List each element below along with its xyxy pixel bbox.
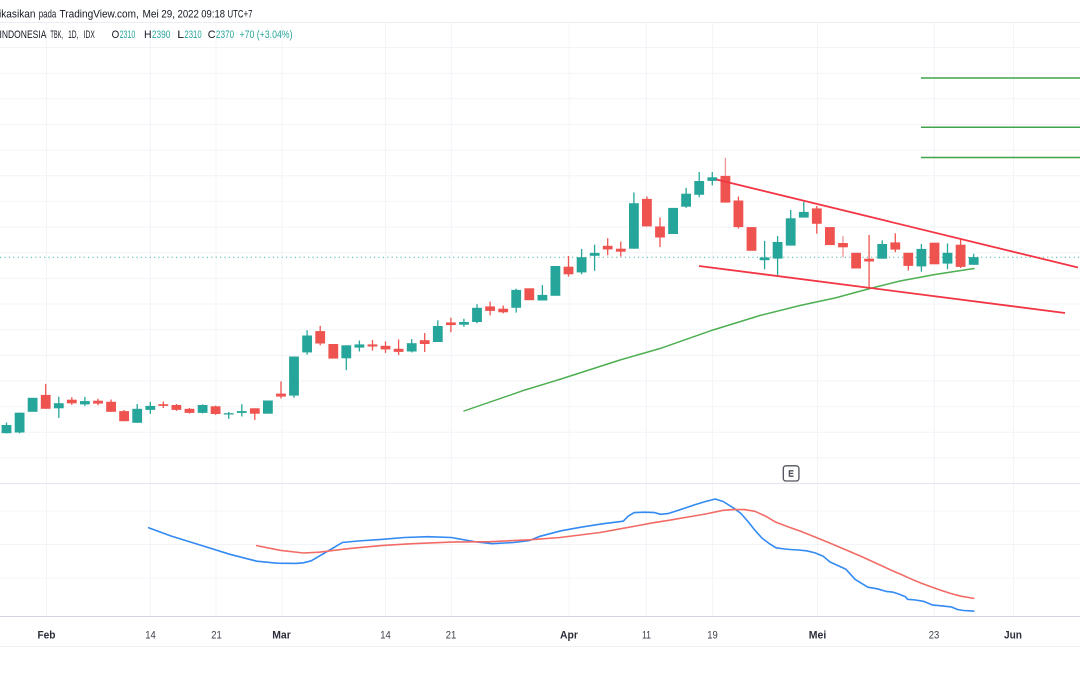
svg-text:21: 21 (211, 630, 222, 642)
svg-text:19: 19 (707, 630, 718, 642)
svg-text:11: 11 (642, 630, 651, 642)
svg-text:2370: 2370 (216, 29, 234, 41)
svg-text:Mar: Mar (272, 630, 291, 642)
svg-text:INDONESIA: INDONESIA (0, 29, 47, 41)
svg-text:2022: 2022 (178, 8, 199, 20)
svg-text:Feb: Feb (38, 630, 56, 642)
svg-text:14: 14 (380, 630, 391, 642)
svg-text:Apr: Apr (560, 630, 579, 642)
svg-text:IDX: IDX (84, 29, 95, 41)
svg-text:29,: 29, (161, 8, 175, 20)
svg-text:21: 21 (446, 630, 457, 642)
svg-text:23: 23 (929, 630, 940, 642)
svg-text:UTC+7: UTC+7 (228, 8, 253, 20)
svg-text:TBK,: TBK, (50, 29, 63, 41)
svg-text:2310: 2310 (120, 29, 136, 41)
svg-text:2310: 2310 (184, 29, 201, 41)
svg-text:pada: pada (39, 8, 57, 20)
svg-text:L: L (177, 29, 184, 41)
svg-text:TradingView.com,: TradingView.com, (60, 8, 139, 20)
svg-text:O: O (112, 29, 120, 41)
svg-text:Jun: Jun (1004, 630, 1022, 642)
svg-text:09:18: 09:18 (201, 8, 225, 20)
svg-text:C: C (208, 29, 216, 41)
svg-text:Mei: Mei (809, 630, 827, 642)
svg-text:H: H (144, 29, 152, 41)
svg-text:14: 14 (145, 630, 156, 642)
svg-text:Mei: Mei (143, 8, 159, 20)
svg-text:ikasikan: ikasikan (0, 8, 36, 20)
svg-text:1D,: 1D, (68, 29, 78, 41)
svg-text:+70 (+3.04%): +70 (+3.04%) (240, 29, 293, 41)
svg-text:2390: 2390 (152, 29, 170, 41)
